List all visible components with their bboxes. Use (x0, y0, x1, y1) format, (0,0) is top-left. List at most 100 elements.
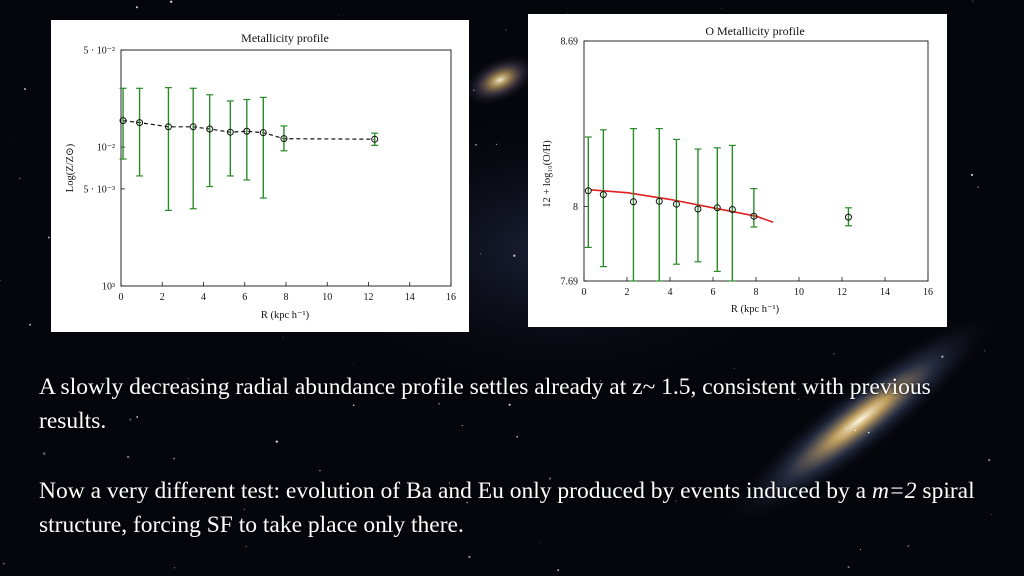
y-tick-label: 7.69 (561, 277, 579, 288)
x-tick-label: 14 (880, 287, 890, 298)
star (353, 362, 354, 364)
x-ticks: 0 2 4 6 8 10 12 14 16 (119, 282, 456, 303)
caption-paragraph-1: A slowly decreasing radial abundance pro… (39, 374, 931, 434)
data-point (672, 200, 680, 208)
error-bars (584, 127, 852, 282)
data-point (226, 128, 234, 136)
x-tick-label: 12 (364, 292, 374, 303)
star (187, 378, 189, 380)
star (385, 530, 388, 533)
dashed-connector-line (123, 120, 375, 140)
star (461, 425, 463, 427)
star (867, 431, 870, 434)
data-point (371, 135, 379, 143)
star (135, 6, 138, 9)
star (505, 29, 507, 31)
star (733, 367, 735, 369)
star (319, 469, 321, 472)
chart-title: O Metallicity profile (705, 24, 804, 38)
galaxy-spiral-icon (724, 311, 996, 529)
star (721, 8, 722, 9)
star (854, 429, 857, 432)
x-tick-label: 10 (794, 287, 804, 298)
metallicity-profile-chart: Metallicity profile 5 · 10⁻² 10⁻² 5 · 10⁻³… (65, 31, 456, 321)
data-markers (584, 187, 852, 221)
star (473, 89, 475, 91)
star (941, 355, 944, 358)
star (970, 173, 974, 177)
caption-paragraph-2: Now a very different test: evolution of … (39, 474, 999, 542)
galaxy-top-icon (462, 53, 538, 107)
star (468, 555, 471, 559)
star (18, 177, 21, 180)
y-ticks: 5 · 10⁻² 10⁻² 5 · 10⁻³ 10³ (83, 46, 125, 293)
star (448, 482, 451, 484)
red-fit-line (590, 189, 774, 223)
star (501, 322, 503, 324)
data-point (584, 187, 592, 195)
star (516, 436, 519, 438)
star (173, 567, 176, 569)
star (245, 546, 247, 547)
star (438, 402, 441, 405)
caption-text: Now a very different test: evolution of … (39, 478, 872, 504)
star (972, 0, 974, 2)
star (859, 548, 862, 551)
star (129, 418, 132, 421)
x-tick-label: 12 (837, 287, 847, 298)
data-markers (119, 117, 379, 143)
star (42, 452, 46, 455)
star (29, 323, 32, 326)
caption-italic-term: m=2 (871, 478, 917, 504)
x-tick-label: 4 (668, 287, 673, 298)
x-tick-label: 2 (625, 287, 630, 298)
x-tick-label: 6 (711, 287, 716, 298)
star (987, 458, 991, 462)
star (466, 501, 469, 504)
metallicity-profile-panel: Metallicity profile 5 · 10⁻² 10⁻² 5 · 10⁻³… (51, 20, 469, 332)
error-bars (119, 87, 379, 212)
data-point (728, 205, 736, 213)
x-axis-label: R (kpc h⁻¹) (261, 310, 310, 321)
x-tick-label: 0 (582, 287, 587, 298)
data-point (844, 213, 852, 221)
star (47, 236, 50, 239)
star (948, 494, 951, 497)
star (460, 496, 462, 499)
star (0, 279, 1, 282)
x-tick-label: 4 (201, 292, 206, 303)
star (557, 569, 560, 572)
star (675, 500, 677, 502)
star (13, 140, 15, 142)
data-point (206, 125, 214, 133)
x-tick-label: 16 (446, 292, 456, 303)
y-axis-label: 12 + log₁₀(O/H) (542, 140, 553, 208)
x-ticks: 0 2 4 6 8 10 12 14 16 (582, 277, 933, 298)
star (911, 386, 913, 388)
y-tick-label: 8 (573, 202, 578, 213)
star (599, 379, 602, 382)
star (282, 336, 284, 338)
star (907, 545, 909, 547)
caption-text: spiral structure, forcing SF to take pla… (39, 478, 975, 538)
star (845, 427, 847, 429)
y-tick-label: 8.69 (561, 37, 579, 48)
y-tick-label: 5 · 10⁻³ (83, 184, 115, 195)
star (352, 404, 355, 407)
star (990, 514, 992, 516)
data-point (136, 119, 144, 127)
star (78, 507, 80, 508)
data-point (164, 123, 172, 131)
data-point (243, 127, 251, 135)
plot-frame (583, 40, 929, 282)
x-tick-label: 8 (284, 292, 289, 303)
y-ticks: 8.69 8 7.69 (561, 37, 588, 288)
x-tick-label: 0 (119, 292, 124, 303)
star (977, 186, 979, 188)
star (311, 521, 314, 524)
star (984, 350, 986, 352)
star (441, 384, 445, 388)
o-metallicity-profile-chart: O Metallicity profile 8.69 8 7.69 0 2 4 6 8 10 1… (542, 24, 933, 315)
star (136, 416, 139, 418)
star (833, 353, 835, 355)
